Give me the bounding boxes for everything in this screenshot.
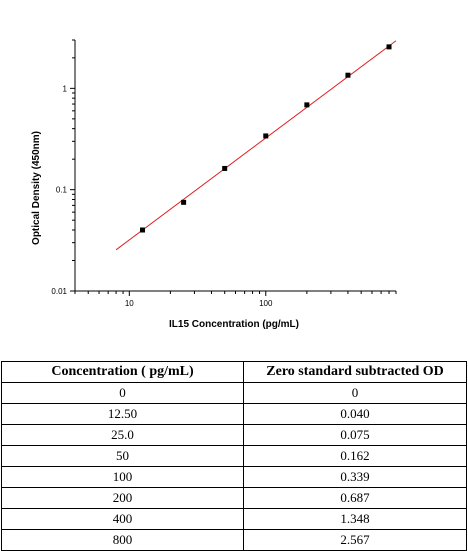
od-cell: 0.687 — [243, 487, 467, 509]
concentration-cell: 100 — [1, 466, 244, 488]
table-row: 12.50 0.040 — [1, 403, 467, 425]
header-od: Zero standard subtracted OD — [243, 361, 467, 383]
y-tick-label: 0.1 — [56, 186, 68, 195]
concentration-cell: 25.0 — [1, 424, 244, 446]
y-tick-label: 0.01 — [51, 287, 67, 296]
concentration-cell: 400 — [1, 508, 244, 530]
table-header-row: Concentration ( pg/mL) Zero standard sub… — [1, 361, 467, 383]
data-point — [181, 199, 187, 205]
data-point — [140, 227, 146, 233]
data-point — [222, 165, 228, 171]
concentration-cell: 200 — [1, 487, 244, 509]
y-axis-title: Optical Density (450nm) — [31, 131, 42, 245]
header-concentration: Concentration ( pg/mL) — [1, 361, 244, 383]
x-axis-title: IL15 Concentration (pg/mL) — [169, 319, 299, 330]
x-tick-label: 100 — [259, 299, 273, 308]
axes — [70, 39, 397, 296]
table-row: 400 1.348 — [1, 508, 467, 530]
concentration-cell: 800 — [1, 529, 244, 551]
table-row: 800 2.567 — [1, 529, 467, 551]
data-point — [345, 72, 351, 78]
od-cell: 0.040 — [243, 403, 467, 425]
data-point — [304, 102, 310, 108]
table-row: 50 0.162 — [1, 445, 467, 467]
regression-line — [115, 40, 397, 251]
data-point — [263, 133, 269, 139]
fit-line-layer — [115, 40, 397, 251]
od-cell: 1.348 — [243, 508, 467, 530]
standard-curve-chart: 10 100 0.01 0.1 1 IL15 Concentration (pg/mL)… — [31, 39, 397, 330]
concentration-cell: 0 — [1, 382, 244, 404]
od-cell: 0.339 — [243, 466, 467, 488]
table-body: 0 0 12.50 0.040 25.0 0.075 50 0.162 100 0.339 200 0… — [1, 382, 467, 551]
concentration-cell: 50 — [1, 445, 244, 467]
od-cell: 0.075 — [243, 424, 467, 446]
table-row: 25.0 0.075 — [1, 424, 467, 446]
data-points — [140, 44, 392, 233]
y-tick-label: 1 — [63, 84, 68, 93]
od-cell: 2.567 — [243, 529, 467, 551]
tick-labels: 10 100 0.01 0.1 1 — [51, 84, 273, 308]
standard-table: Concentration ( pg/mL) Zero standard sub… — [1, 361, 467, 551]
x-tick-label: 10 — [125, 299, 134, 308]
table-row: 100 0.339 — [1, 466, 467, 488]
table-row: 200 0.687 — [1, 487, 467, 509]
od-cell: 0 — [243, 382, 467, 404]
concentration-cell: 12.50 — [1, 403, 244, 425]
data-point — [386, 44, 392, 50]
od-cell: 0.162 — [243, 445, 467, 467]
